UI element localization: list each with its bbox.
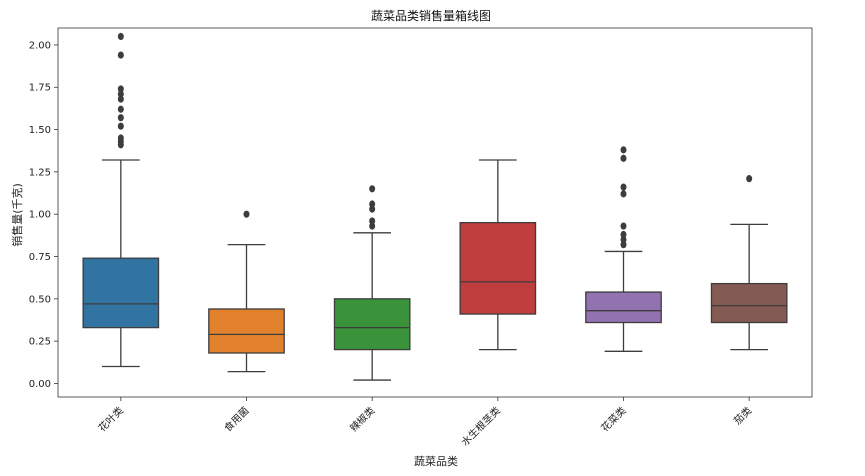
outlier-point bbox=[369, 185, 376, 193]
outlier-point bbox=[117, 95, 124, 103]
x-tick-label: 辣椒类 bbox=[347, 404, 377, 434]
outlier-point bbox=[117, 114, 124, 122]
box-iqr bbox=[459, 222, 537, 315]
x-axis-label: 蔬菜品类 bbox=[414, 454, 458, 468]
x-tick-label: 茄类 bbox=[731, 404, 754, 427]
box-series bbox=[82, 32, 788, 381]
x-tick-label: 食用菌 bbox=[221, 404, 251, 434]
box-iqr bbox=[710, 282, 788, 324]
y-axis-label: 销售量(千克) bbox=[10, 183, 24, 247]
y-axis: 0.00 0.25 0.50 0.75 1.00 1.25 1.50 1.75 2.00 bbox=[29, 40, 58, 390]
x-tick-label: 花叶类 bbox=[96, 404, 126, 434]
y-tick-label: 1.75 bbox=[29, 83, 51, 94]
plot-area-frame bbox=[57, 27, 813, 398]
outlier-point bbox=[620, 190, 627, 198]
outlier-point bbox=[620, 183, 627, 191]
outlier-point bbox=[620, 222, 627, 230]
chart-title: 蔬菜品类销售量箱线图 bbox=[371, 8, 491, 23]
outlier-point bbox=[746, 175, 753, 183]
box-4 bbox=[585, 146, 662, 352]
y-tick-label: 2.00 bbox=[29, 40, 51, 51]
outlier-point bbox=[620, 146, 627, 154]
box-iqr bbox=[585, 291, 662, 324]
outlier-point bbox=[117, 134, 124, 142]
box-iqr bbox=[82, 257, 160, 329]
outlier-point bbox=[620, 241, 627, 249]
y-tick-label: 0.75 bbox=[29, 252, 51, 263]
outlier-point bbox=[117, 90, 124, 98]
y-tick-label: 0.50 bbox=[29, 294, 51, 305]
outlier-point bbox=[620, 235, 627, 244]
outlier-point bbox=[369, 222, 376, 230]
box-1 bbox=[208, 210, 285, 373]
outlier-point bbox=[369, 205, 376, 213]
x-tick-label: 水生根茎类 bbox=[458, 404, 503, 449]
y-tick-label: 0.00 bbox=[29, 379, 51, 390]
outlier-point bbox=[117, 105, 124, 113]
y-tick-label: 1.50 bbox=[29, 125, 51, 136]
y-tick-label: 0.25 bbox=[29, 337, 51, 348]
outlier-point bbox=[620, 230, 627, 239]
outlier-point bbox=[117, 85, 124, 93]
box-0 bbox=[82, 32, 160, 368]
y-tick-label: 1.25 bbox=[29, 167, 51, 178]
outlier-point bbox=[117, 51, 124, 59]
y-tick-label: 1.00 bbox=[29, 210, 51, 221]
box-2 bbox=[333, 185, 411, 381]
outlier-point bbox=[117, 32, 124, 41]
outlier-point bbox=[369, 217, 376, 225]
x-axis: 花叶类 食用菌 辣椒类 水生根茎类 花菜类 茄类 bbox=[96, 397, 754, 449]
box-iqr bbox=[333, 298, 411, 351]
box-iqr bbox=[208, 308, 285, 354]
outlier-point bbox=[369, 200, 376, 208]
outlier-point bbox=[620, 154, 627, 162]
x-tick-label: 花菜类 bbox=[598, 404, 628, 434]
outlier-point bbox=[243, 210, 250, 218]
box-3 bbox=[459, 159, 537, 351]
box-5 bbox=[710, 175, 788, 351]
outlier-point bbox=[117, 122, 124, 130]
